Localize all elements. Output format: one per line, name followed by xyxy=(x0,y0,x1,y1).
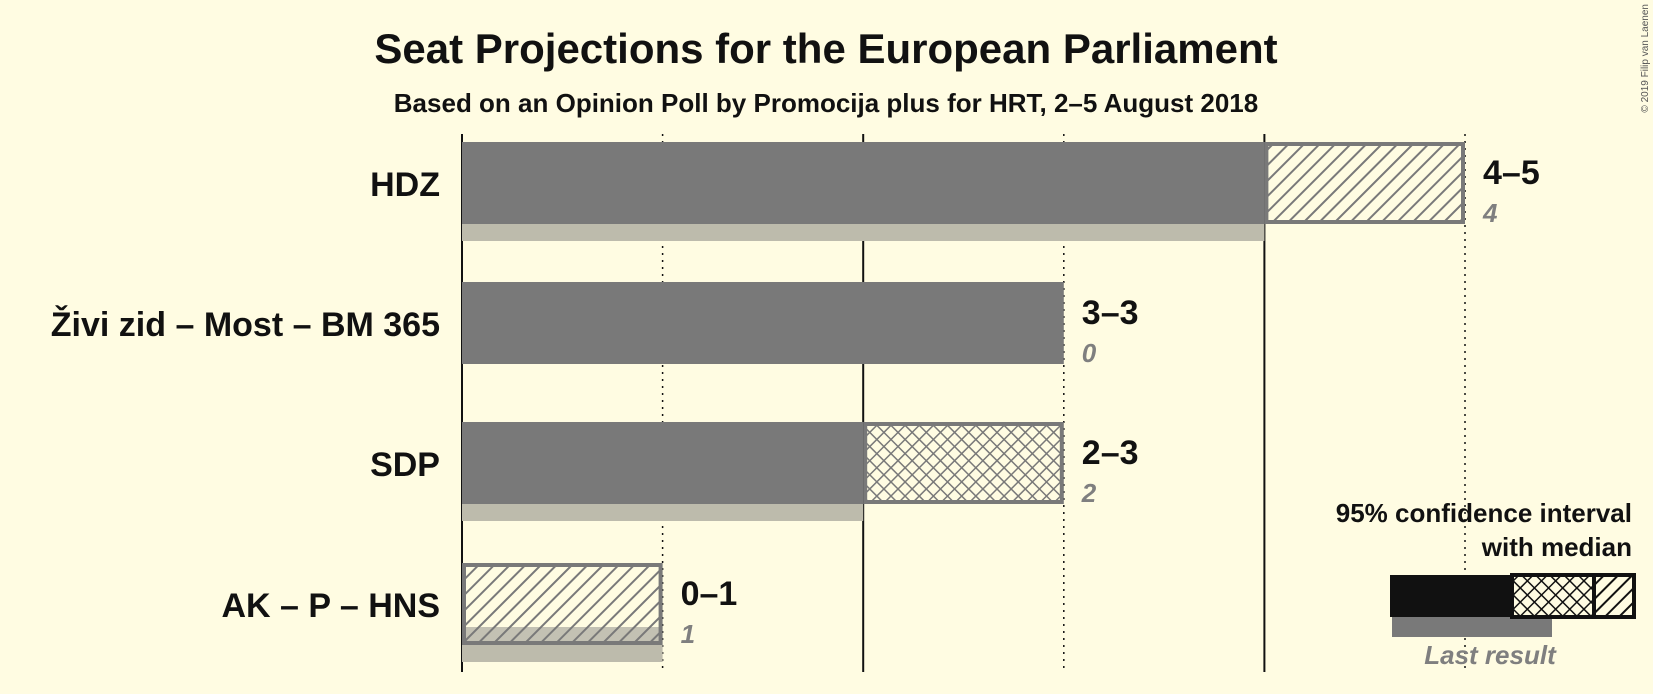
legend-last-result-swatch xyxy=(1392,615,1552,637)
copyright-note: © 2019 Filip van Laenen xyxy=(1640,4,1651,113)
legend-ci-median-swatch xyxy=(1510,573,1596,619)
ci-solid-bar xyxy=(462,422,864,504)
last-result-bar xyxy=(462,504,864,521)
last-result-label: 4 xyxy=(1482,198,1498,228)
chart-subtitle: Based on an Opinion Poll by Promocija pl… xyxy=(394,88,1258,118)
last-result-bar xyxy=(462,645,663,662)
last-result-bar xyxy=(462,224,1265,241)
ci-solid-bar xyxy=(462,142,1265,224)
legend-ci-high-swatch xyxy=(1592,573,1636,619)
last-result-label: 1 xyxy=(681,619,695,649)
ci-median-bar xyxy=(863,422,1064,504)
party-label: HDZ xyxy=(370,166,440,204)
legend: 95% confidence interval with median Last… xyxy=(1336,498,1636,670)
party-label: AK – P – HNS xyxy=(221,587,440,625)
range-label: 4–5 xyxy=(1483,154,1540,192)
range-label: 2–3 xyxy=(1082,434,1139,472)
range-label: 0–1 xyxy=(681,575,738,613)
party-label: SDP xyxy=(370,446,440,484)
legend-title-line2: with median xyxy=(1481,532,1632,562)
last-result-overlay xyxy=(464,627,661,645)
party-label: Živi zid – Most – BM 365 xyxy=(51,306,440,344)
legend-title-line1: 95% confidence interval xyxy=(1336,498,1632,528)
range-label: 3–3 xyxy=(1082,294,1139,332)
chart-title: Seat Projections for the European Parlia… xyxy=(374,25,1277,72)
last-result-label: 0 xyxy=(1082,338,1097,368)
last-result-label: 2 xyxy=(1081,478,1097,508)
ci-solid-bar xyxy=(462,282,1064,364)
ci-high-bar xyxy=(462,563,663,645)
ci-high-bar xyxy=(1264,142,1466,224)
legend-ci-low-swatch xyxy=(1390,575,1512,617)
legend-last-result-label: Last result xyxy=(1424,640,1557,670)
plot-area: HDZ 4–5 4 Živi zid – Most – BM 365 3–3 0 SDP 2–… xyxy=(51,134,1540,672)
